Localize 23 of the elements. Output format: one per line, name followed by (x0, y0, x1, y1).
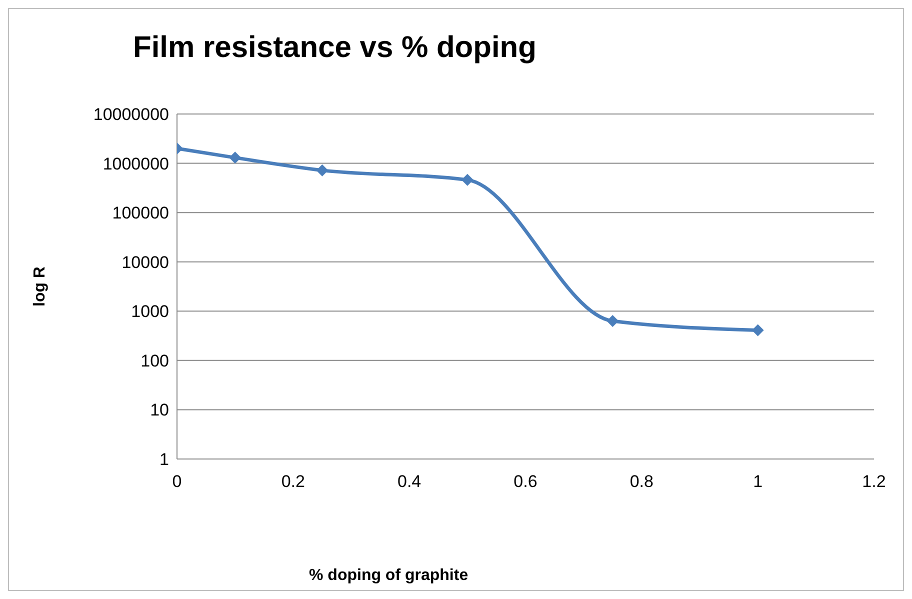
chart-title: Film resistance vs % doping (133, 31, 536, 65)
x-tick-label: 1.2 (862, 472, 886, 492)
y-tick-label: 100 (140, 351, 169, 370)
x-tick-label: 0.8 (630, 472, 654, 492)
x-axis-title: % doping of graphite (309, 567, 468, 585)
x-tick-label: 0.6 (514, 472, 538, 492)
point (461, 174, 474, 186)
y-tick-label: 1 (160, 450, 169, 470)
x-tick-label: 0 (172, 472, 182, 492)
y-tick-label: 10 (150, 400, 169, 420)
point (752, 324, 764, 336)
y-axis-title: log R (32, 266, 49, 306)
point (606, 315, 619, 328)
x-tick-label: 0.4 (398, 472, 422, 492)
y-tick-label: 100000 (112, 204, 169, 223)
y-tick-label: 10000000 (93, 105, 169, 124)
y-tick-label: 1000 (131, 302, 169, 322)
y-tick-label: 10000 (122, 252, 169, 272)
y-tick-label: 1000000 (102, 154, 169, 174)
x-tick-label: 0.2 (281, 472, 305, 492)
point (229, 152, 242, 164)
x-tick-label: 1 (753, 472, 763, 492)
point (316, 164, 328, 176)
